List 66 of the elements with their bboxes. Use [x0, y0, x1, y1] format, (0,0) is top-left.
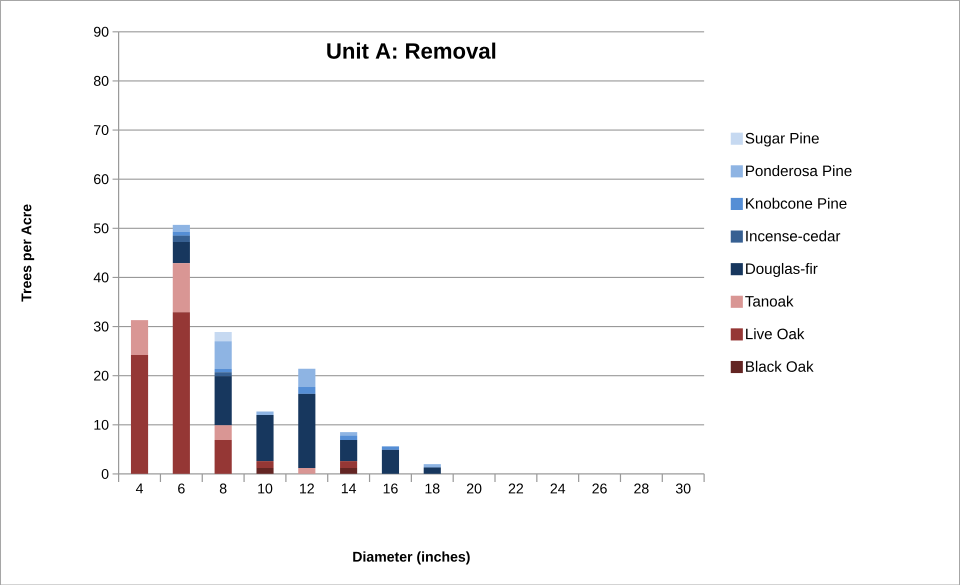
x-tick-label: 8	[220, 483, 226, 494]
bar	[130, 320, 148, 355]
y-tick-label: 0	[102, 468, 108, 479]
x-tick-label: 30	[676, 483, 690, 494]
y-tick-label: 40	[94, 272, 108, 282]
legend-label: Ponderosa Pine	[746, 164, 852, 176]
x-tick-label: 14	[342, 483, 356, 493]
bar	[214, 372, 232, 376]
bar	[172, 312, 190, 474]
x-tick-label: 6	[178, 483, 185, 494]
x-tick-label: 16	[384, 483, 398, 494]
bar	[256, 460, 274, 468]
bar	[256, 411, 274, 415]
y-tick-label: 80	[94, 76, 108, 86]
y-tick-label: 90	[94, 26, 108, 37]
bar	[214, 440, 232, 474]
x-tick-label: 4	[136, 483, 144, 493]
legend-label: Black Oak	[746, 360, 814, 372]
bar	[382, 450, 400, 474]
bar	[172, 224, 190, 232]
bar	[172, 232, 190, 236]
bar	[214, 425, 232, 440]
bar	[298, 386, 316, 394]
y-tick-label: 10	[94, 420, 108, 430]
bar	[424, 464, 441, 468]
y-tick-label: 50	[94, 223, 108, 234]
bar	[172, 235, 190, 242]
legend-label: Tanoak	[745, 295, 794, 306]
legend-label: Live Oak	[746, 328, 804, 340]
bar	[130, 354, 148, 474]
x-tick-label: 22	[508, 483, 524, 494]
y-tick-label: 70	[94, 124, 108, 135]
bar	[214, 341, 232, 369]
bar	[172, 262, 190, 312]
bar	[256, 468, 274, 474]
bar	[424, 467, 441, 474]
x-tick-label: 12	[300, 483, 314, 494]
x-tick-label: 20	[466, 483, 482, 494]
legend-label: Sugar Pine	[746, 132, 819, 146]
bar	[256, 414, 274, 461]
x-axis-title: Diameter (inches)	[353, 551, 470, 564]
x-tick-label: 26	[592, 483, 607, 494]
y-tick-label: 20	[94, 370, 108, 380]
bar	[340, 435, 358, 440]
legend-label: Douglas-fir	[746, 262, 818, 277]
bar	[340, 460, 358, 468]
bar	[298, 394, 316, 468]
legend-label: Incense-cedar	[746, 230, 840, 242]
x-tick-label: 18	[426, 483, 440, 494]
bar	[214, 332, 232, 342]
chart-title: Unit A: Removal	[327, 42, 496, 59]
x-tick-label: 28	[634, 483, 649, 494]
y-tick-label: 60	[94, 174, 108, 184]
bar	[340, 432, 358, 436]
bar	[172, 242, 190, 263]
y-axis-title: Trees per Acre	[22, 204, 34, 302]
bar	[340, 468, 358, 474]
legend-label: Knobcone Pine	[746, 197, 846, 209]
bar	[214, 376, 232, 426]
y-tick-label: 30	[94, 321, 108, 332]
bar	[340, 440, 358, 461]
bar	[298, 368, 316, 387]
bar	[298, 468, 316, 474]
x-tick-label: 10	[258, 483, 272, 494]
bar	[382, 446, 400, 450]
x-tick-label: 24	[550, 483, 566, 494]
